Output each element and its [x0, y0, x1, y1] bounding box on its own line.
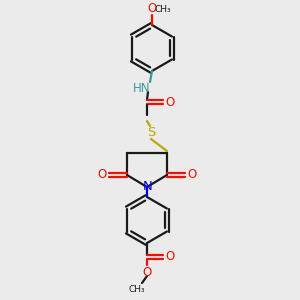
Text: O: O: [188, 169, 196, 182]
Text: O: O: [142, 266, 152, 278]
Text: N: N: [143, 181, 153, 194]
Text: S: S: [147, 127, 155, 140]
Text: O: O: [165, 95, 175, 109]
Text: CH₃: CH₃: [155, 4, 171, 14]
Text: CH₃: CH₃: [129, 284, 145, 293]
Text: O: O: [147, 2, 157, 16]
Text: HN: HN: [133, 82, 151, 94]
Text: O: O: [98, 169, 106, 182]
Text: O: O: [165, 250, 175, 263]
